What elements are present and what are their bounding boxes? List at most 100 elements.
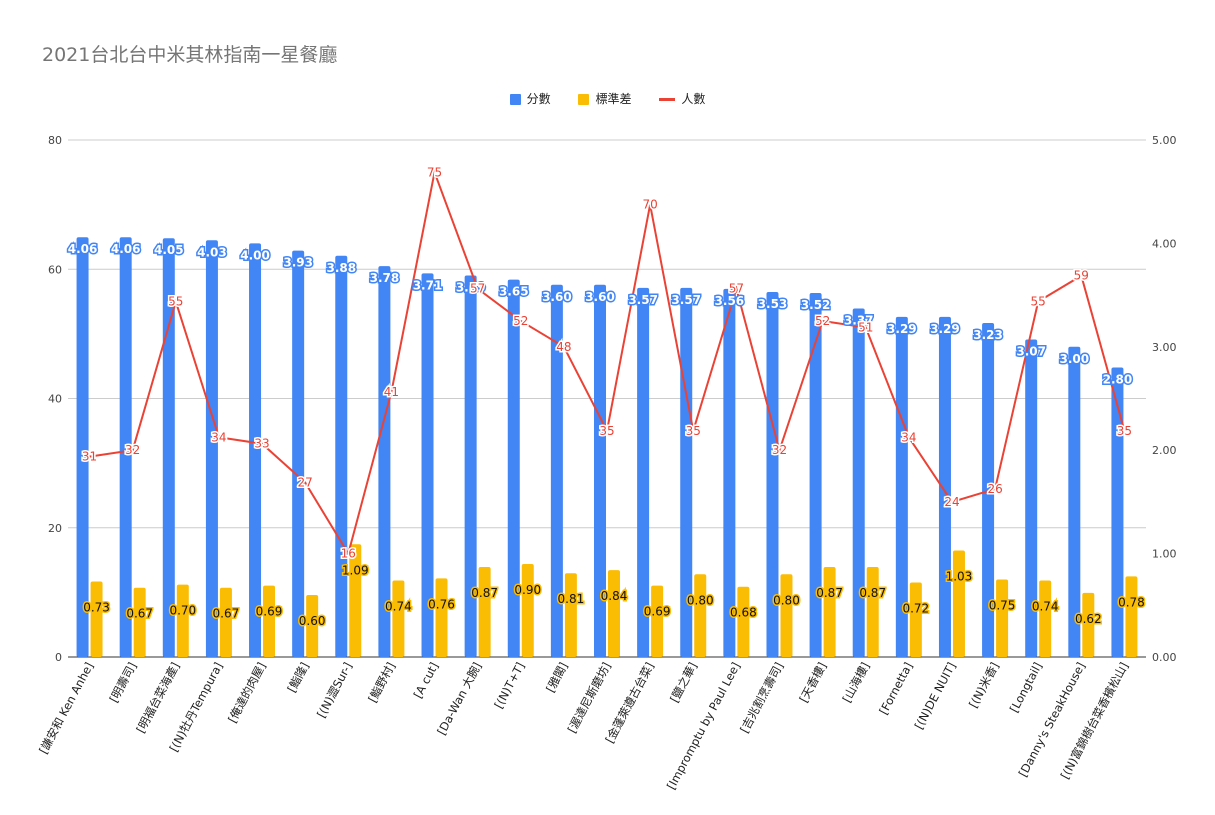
x-axis-category-label: [明壽司] [107,660,140,705]
data-label-score: 3.07 [1016,345,1046,359]
bar-stddev [219,587,232,657]
bar-stddev [909,582,922,657]
bar-score [809,293,822,657]
data-label-stddev: 0.78 [1118,595,1145,609]
left-axis-tick-label: 20 [48,522,62,535]
bar-stddev [90,581,103,657]
bar-stddev [1125,576,1138,657]
x-axis-category-label: [(N)T+T] [491,660,527,711]
data-label-count: 52 [513,314,528,328]
bar-stddev [737,586,750,657]
x-axis-category-label: [鮨隆] [284,660,311,695]
bar-stddev [306,594,319,657]
x-axis-category-label: [Fornetta] [876,660,915,717]
x-axis-category-label: [(N)澀Sur-] [314,660,355,720]
bar-score [507,279,520,657]
legend-item-stddev[interactable]: 標準差 [578,90,632,107]
x-axis-category-label: [鹽之華] [667,660,700,705]
data-label-stddev: 0.87 [859,586,886,600]
bar-score [723,288,736,657]
data-label-stddev: 0.80 [687,593,714,607]
data-label-score: 4.00 [240,248,270,262]
data-label-stddev: 0.84 [601,589,628,603]
data-label-stddev: 0.75 [989,598,1016,612]
data-label-stddev: 0.68 [730,606,757,620]
data-label-stddev: 0.74 [1032,599,1059,613]
data-label-score: 3.52 [801,298,831,312]
data-label-count: 48 [556,340,571,354]
data-label-stddev: 0.67 [213,607,240,621]
x-axis-category-label: [(N)米香] [966,660,1002,710]
bar-score [249,243,262,657]
data-label-count: 34 [211,430,226,444]
x-axis-category-label: [天香樓] [796,660,829,705]
data-label-stddev: 0.87 [471,586,498,600]
bar-stddev [392,580,405,657]
x-axis-category-label: [A cut] [411,660,441,701]
data-label-score: 4.05 [154,243,184,257]
x-axis-category-label: [雅閣] [543,660,570,695]
left-axis-tick-label: 0 [55,651,62,664]
data-label-count: 41 [384,385,399,399]
data-label-count: 70 [642,198,657,212]
legend-label-stddev: 標準差 [595,92,632,106]
bar-stddev [780,574,793,657]
x-axis-category-label: [謙安和 Ken Anhe] [36,660,96,756]
x-axis-category-label: [山海樓] [840,660,873,705]
bar-stddev [133,587,146,657]
bar-score [852,308,865,657]
bar-score [895,316,908,657]
x-axis-category-label: [Da-Wan 大腕] [434,660,484,737]
data-label-stddev: 0.69 [256,605,283,619]
bar-score [162,238,175,658]
data-label-count: 55 [168,295,183,309]
right-axis-tick-label: 5.00 [1152,134,1177,147]
legend-item-count[interactable]: 人數 [659,90,705,107]
data-label-count: 26 [987,482,1002,496]
x-axis-category-label: [(N)DE NUIT] [912,660,959,732]
bar-score [378,266,391,657]
data-label-count: 35 [599,424,614,438]
bar-stddev [349,544,362,657]
data-label-score: 3.57 [628,293,658,307]
data-label-score: 4.03 [197,245,227,259]
right-axis-tick-label: 2.00 [1152,444,1177,457]
legend-item-score[interactable]: 分數 [509,90,551,107]
data-label-score: 4.06 [111,242,141,256]
bar-score [76,237,89,658]
data-label-stddev: 0.67 [126,607,153,621]
data-label-score: 3.23 [973,328,1003,342]
data-label-count: 16 [341,547,356,561]
data-label-stddev: 0.81 [558,592,585,606]
bar-score [292,250,305,657]
data-label-score: 3.29 [887,322,917,336]
data-label-count: 24 [944,495,959,509]
data-label-score: 3.71 [413,278,443,292]
x-axis-category-label: [俺達的肉屋] [225,660,269,725]
data-label-stddev: 0.87 [816,586,843,600]
bar-stddev [521,563,534,657]
chart-title: 2021台北台中米其林指南一星餐廳 [42,44,338,66]
data-label-score: 3.29 [930,322,960,336]
data-label-stddev: 0.69 [644,605,671,619]
bar-stddev [823,567,836,657]
bar-stddev [651,585,664,657]
bar-stddev [176,584,189,657]
x-axis-category-label: [吉兆割烹壽司] [737,660,786,735]
data-label-count: 32 [772,443,787,457]
legend-label-count: 人數 [681,92,706,106]
bar-stddev [694,574,707,657]
data-label-count: 32 [125,443,140,457]
data-label-count: 35 [686,424,701,438]
data-label-stddev: 0.72 [902,602,929,616]
data-label-stddev: 0.73 [83,601,110,615]
data-label-count: 27 [298,476,313,490]
data-label-score: 2.80 [1103,372,1133,386]
data-label-count: 35 [1117,424,1132,438]
data-label-stddev: 0.62 [1075,612,1102,626]
bar-stddev [1082,592,1095,657]
data-label-score: 3.65 [499,285,529,299]
data-label-count: 31 [82,450,97,464]
bar-score [1111,367,1124,657]
